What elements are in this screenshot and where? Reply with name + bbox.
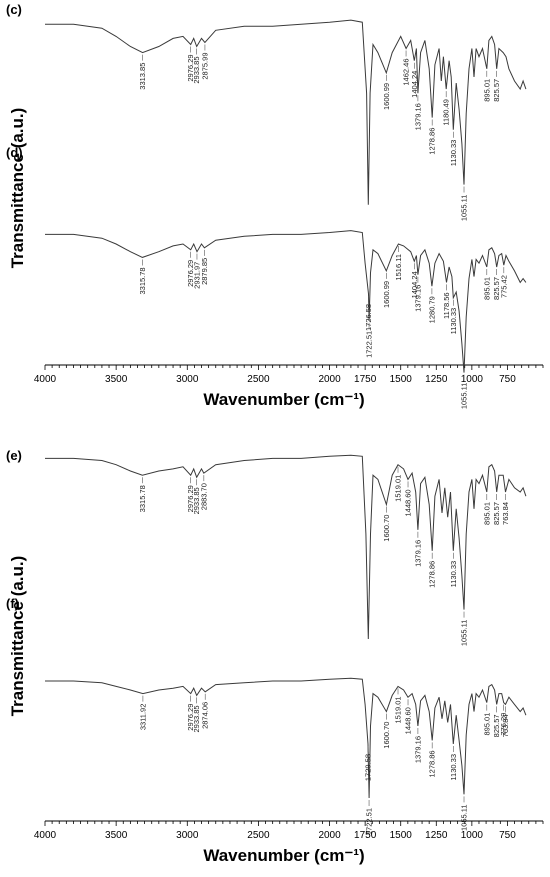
- peak-label: 1178.56: [442, 292, 451, 319]
- peak-label: 1280.79: [427, 296, 436, 323]
- peak-label: 1278.86: [428, 561, 437, 588]
- top-chart-panel: Transmittance (a.u.) Wavenumber (cm⁻¹) 4…: [6, 2, 544, 410]
- peak-label: 1130.33: [449, 308, 458, 335]
- peak-label: 1278.86: [428, 750, 437, 777]
- series-label: (f): [6, 596, 19, 611]
- peak-label: 895.01: [482, 502, 491, 525]
- x-tick-label: 2000: [318, 374, 341, 385]
- peak-label: 3315.78: [138, 267, 147, 294]
- x-tick-label: 1500: [390, 374, 413, 385]
- peak-label: 1600.99: [382, 281, 391, 308]
- peak-label: 2875.99: [200, 53, 209, 80]
- peak-label: 2883.70: [199, 483, 208, 510]
- x-tick-label: 3500: [105, 830, 128, 841]
- peak-label: 1055.11: [460, 620, 469, 647]
- peak-label: 1404.24: [410, 271, 419, 298]
- x-tick-label: 1250: [425, 830, 448, 841]
- spectrum-line-d: [45, 230, 527, 373]
- x-tick-label: 4000: [34, 830, 57, 841]
- peak-label: 825.57: [492, 79, 501, 102]
- peak-label: 1130.33: [449, 561, 458, 588]
- peak-label: 825.57: [492, 277, 501, 300]
- spectrum-line-c: [45, 19, 527, 205]
- series-label: (d): [6, 145, 23, 160]
- peak-label: 1404.24: [410, 71, 419, 98]
- peak-label: 3315.78: [138, 485, 147, 512]
- peak-label: 2931.97: [193, 262, 202, 289]
- x-tick-label: 4000: [34, 374, 57, 385]
- peak-label: 1448.60: [404, 707, 413, 734]
- peak-label: 2976.29: [186, 55, 195, 82]
- peak-label: 1180.49: [442, 99, 451, 126]
- peak-label: 825.57: [492, 502, 501, 525]
- peak-label: 1130.33: [449, 754, 458, 781]
- peak-label: 1130.33: [449, 140, 458, 167]
- peak-label: 895.01: [482, 79, 491, 102]
- peak-label: 1600.70: [382, 515, 391, 542]
- peak-label: 1462.46: [402, 59, 411, 86]
- spectrum-line-e: [45, 454, 527, 640]
- x-tick-label: 1750: [354, 374, 377, 385]
- x-tick-label: 750: [499, 830, 516, 841]
- peak-label: 1722.51: [365, 331, 374, 358]
- x-tick-label: 1250: [425, 374, 448, 385]
- x-tick-label: 2500: [247, 830, 270, 841]
- bottom-x-axis-label: Wavenumber (cm⁻¹): [203, 846, 364, 865]
- peak-label: 1516.11: [394, 254, 403, 281]
- peak-label: 2976.29: [186, 704, 195, 731]
- x-tick-label: 1750: [354, 830, 377, 841]
- peak-label: 1448.60: [404, 489, 413, 516]
- peak-label: 2879.85: [200, 258, 209, 285]
- x-tick-label: 1000: [461, 830, 484, 841]
- peak-label: 763.84: [501, 502, 510, 525]
- x-tick-label: 1000: [461, 374, 484, 385]
- top-y-axis-label: Transmittance (a.u.): [8, 108, 27, 269]
- x-tick-label: 3500: [105, 374, 128, 385]
- peak-label: 2933.85: [192, 57, 201, 84]
- x-tick-label: 750: [499, 374, 516, 385]
- peak-label: 2933.85: [192, 487, 201, 514]
- peak-label: 1722.51: [365, 808, 374, 835]
- peak-label: 1600.70: [382, 722, 391, 749]
- peak-label: 2976.29: [186, 485, 195, 512]
- peak-label: 2976.29: [186, 260, 195, 287]
- peak-label: 1729.58: [364, 754, 373, 781]
- spectrum-line-f: [45, 677, 527, 799]
- bottom-y-axis-label: Transmittance (a.u.): [8, 556, 27, 717]
- x-tick-label: 2500: [247, 374, 270, 385]
- peak-label: 2874.06: [201, 702, 210, 729]
- bottom-chart-panel: Transmittance (a.u.) Wavenumber (cm⁻¹) 4…: [6, 448, 544, 865]
- peak-label: 825.57: [492, 714, 501, 737]
- peak-label: 1519.01: [394, 696, 403, 723]
- peak-label: 895.01: [482, 277, 491, 300]
- peak-label: 3311.92: [138, 704, 147, 731]
- x-tick-label: 1500: [390, 830, 413, 841]
- x-tick-label: 3000: [176, 830, 199, 841]
- peak-label: 1519.01: [394, 475, 403, 502]
- peak-label: 895.01: [482, 713, 491, 736]
- peak-label: 1379.16: [413, 736, 422, 763]
- x-tick-label: 3000: [176, 374, 199, 385]
- peak-label: 1055.11: [460, 804, 469, 831]
- peak-label: 3313.85: [138, 63, 147, 90]
- peak-label: 1379.16: [413, 540, 422, 567]
- peak-label: 1379.16: [413, 285, 422, 312]
- peak-label: 1055.11: [460, 383, 469, 410]
- peak-label: 1379.16: [413, 103, 422, 130]
- peak-label: 763.84: [501, 714, 510, 737]
- peak-label: 1726.58: [364, 304, 373, 331]
- series-label: (c): [6, 2, 22, 17]
- top-x-axis-label: Wavenumber (cm⁻¹): [203, 390, 364, 409]
- peak-label: 1600.99: [382, 83, 391, 110]
- series-label: (e): [6, 448, 22, 463]
- peak-label: 1055.11: [460, 195, 469, 222]
- x-tick-label: 2000: [318, 830, 341, 841]
- peak-label: 2933.85: [192, 705, 201, 732]
- peak-label: 776.29: [499, 713, 508, 736]
- peak-label: 1278.86: [428, 128, 437, 155]
- peak-label: 775.42: [499, 275, 508, 298]
